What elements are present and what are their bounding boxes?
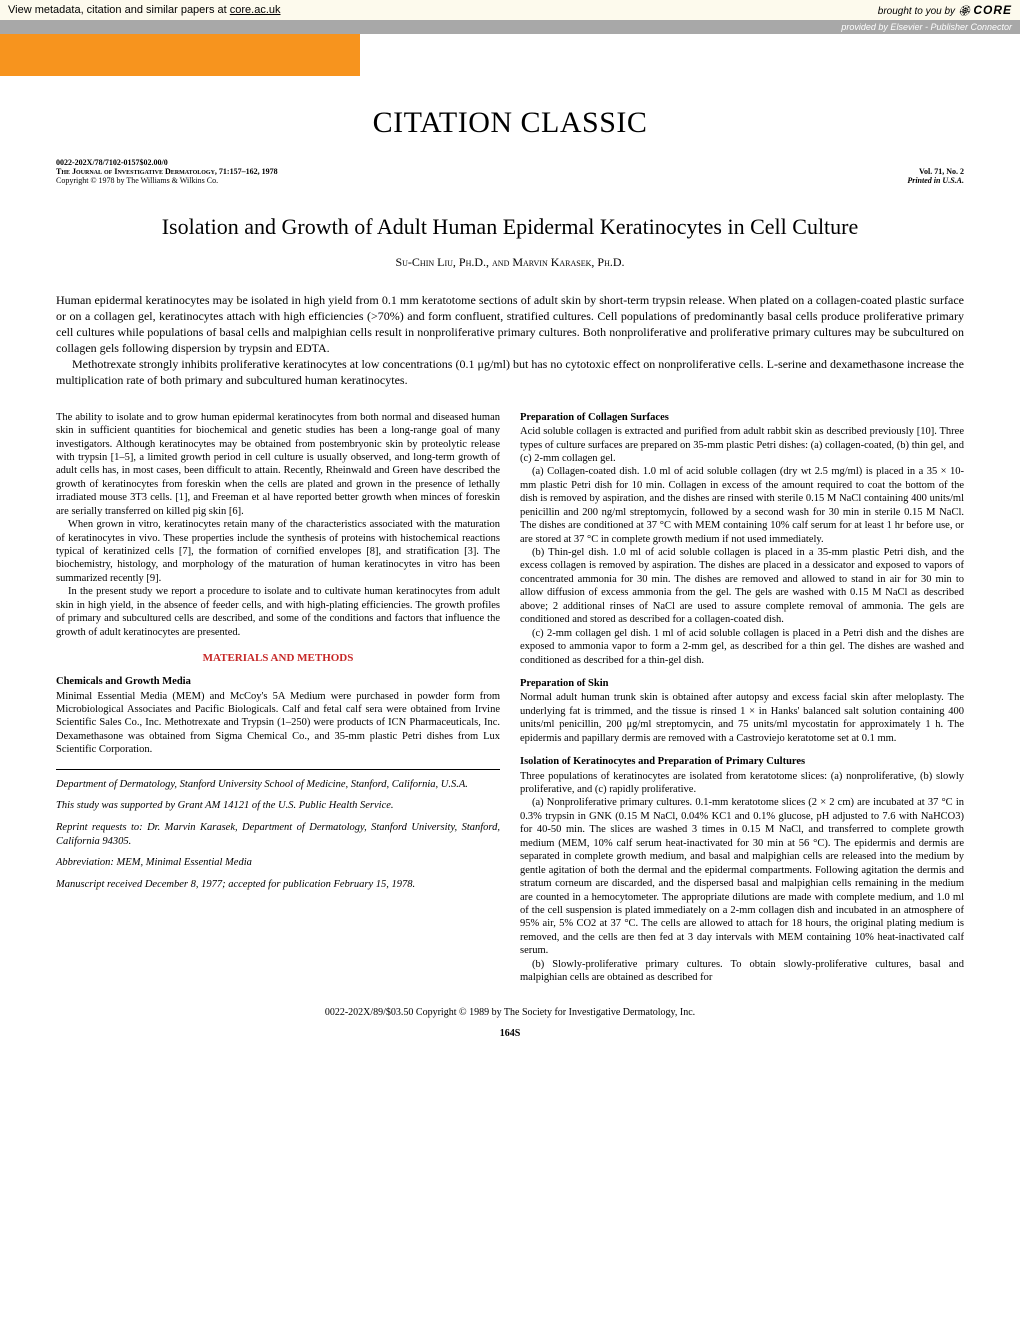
banner-text: View metadata, citation and similar pape… <box>8 4 230 16</box>
orange-left <box>0 34 360 76</box>
article-code: 0022-202X/78/7102-0157$02.00/0 <box>56 158 964 167</box>
materials-heading: MATERIALS AND METHODS <box>56 651 500 665</box>
provided-by-bar: provided by Elsevier - Publisher Connect… <box>0 20 1020 34</box>
citation-classic-heading: CITATION CLASSIC <box>56 106 964 140</box>
iso-p3: (b) Slowly-proliferative primary culture… <box>520 958 964 985</box>
core-banner: View metadata, citation and similar pape… <box>0 0 1020 20</box>
intro-p2: When grown in vitro, keratinocytes retai… <box>56 518 500 585</box>
iso-p1: Three populations of keratinocytes are i… <box>520 770 964 797</box>
page-content: CITATION CLASSIC 0022-202X/78/7102-0157$… <box>0 76 1020 1059</box>
abstract-p2: Methotrexate strongly inhibits prolifera… <box>56 356 964 388</box>
banner-left: View metadata, citation and similar pape… <box>8 4 281 16</box>
left-column: The ability to isolate and to grow human… <box>56 411 500 985</box>
chemicals-p: Minimal Essential Media (MEM) and McCoy'… <box>56 690 500 757</box>
footnote-manuscript: Manuscript received December 8, 1977; ac… <box>56 878 500 892</box>
isolation-heading: Isolation of Keratinocytes and Preparati… <box>520 755 964 768</box>
intro-p1: The ability to isolate and to grow human… <box>56 411 500 519</box>
intro-p3: In the present study we report a procedu… <box>56 585 500 639</box>
orange-bar <box>0 34 1020 76</box>
prep-p4: (c) 2-mm collagen gel dish. 1 ml of acid… <box>520 627 964 667</box>
header-info: 0022-202X/78/7102-0157$02.00/0 The Journ… <box>56 158 964 185</box>
body-columns: The ability to isolate and to grow human… <box>56 411 964 985</box>
footnote-reprint: Reprint requests to: Dr. Marvin Karasek,… <box>56 821 500 848</box>
footnote-grant: This study was supported by Grant AM 141… <box>56 799 500 813</box>
skin-p: Normal adult human trunk skin is obtaine… <box>520 691 964 745</box>
footnote-separator <box>56 769 500 770</box>
article-title: Isolation and Growth of Adult Human Epid… <box>56 213 964 241</box>
banner-right: brought to you by 🏵 CORE <box>878 3 1012 17</box>
footnote-dept: Department of Dermatology, Stanford Univ… <box>56 778 500 792</box>
prep-skin-heading: Preparation of Skin <box>520 677 964 690</box>
orange-right <box>360 34 1020 76</box>
prep-collagen-heading: Preparation of Collagen Surfaces <box>520 411 964 424</box>
abstract-p1: Human epidermal keratinocytes may be iso… <box>56 292 964 357</box>
prep-p3: (b) Thin-gel dish. 1.0 ml of acid solubl… <box>520 546 964 627</box>
iso-p2: (a) Nonproliferative primary cultures. 0… <box>520 796 964 957</box>
footnote-abbrev: Abbreviation: MEM, Minimal Essential Med… <box>56 856 500 870</box>
page-number: 164S <box>56 1028 964 1039</box>
core-link[interactable]: core.ac.uk <box>230 4 281 16</box>
authors: Su-Chin Liu, Ph.D., and Marvin Karasek, … <box>56 255 964 270</box>
footer-copyright: 0022-202X/89/$03.50 Copyright © 1989 by … <box>56 1007 964 1018</box>
footnotes: Department of Dermatology, Stanford Univ… <box>56 778 500 892</box>
journal-name: The Journal of Investigative Dermatology… <box>56 167 278 176</box>
chemicals-heading: Chemicals and Growth Media <box>56 675 500 688</box>
printed-in: Printed in U.S.A. <box>907 176 964 185</box>
copyright-line: Copyright © 1978 by The Williams & Wilki… <box>56 176 218 185</box>
prep-p1: Acid soluble collagen is extracted and p… <box>520 425 964 465</box>
brought-by: brought to you by <box>878 6 958 17</box>
core-logo: CORE <box>973 3 1012 17</box>
right-column: Preparation of Collagen Surfaces Acid so… <box>520 411 964 985</box>
prep-p2: (a) Collagen-coated dish. 1.0 ml of acid… <box>520 465 964 546</box>
volume: Vol. 71, No. 2 <box>919 167 964 176</box>
core-icon: 🏵 <box>958 6 971 17</box>
abstract: Human epidermal keratinocytes may be iso… <box>56 292 964 389</box>
